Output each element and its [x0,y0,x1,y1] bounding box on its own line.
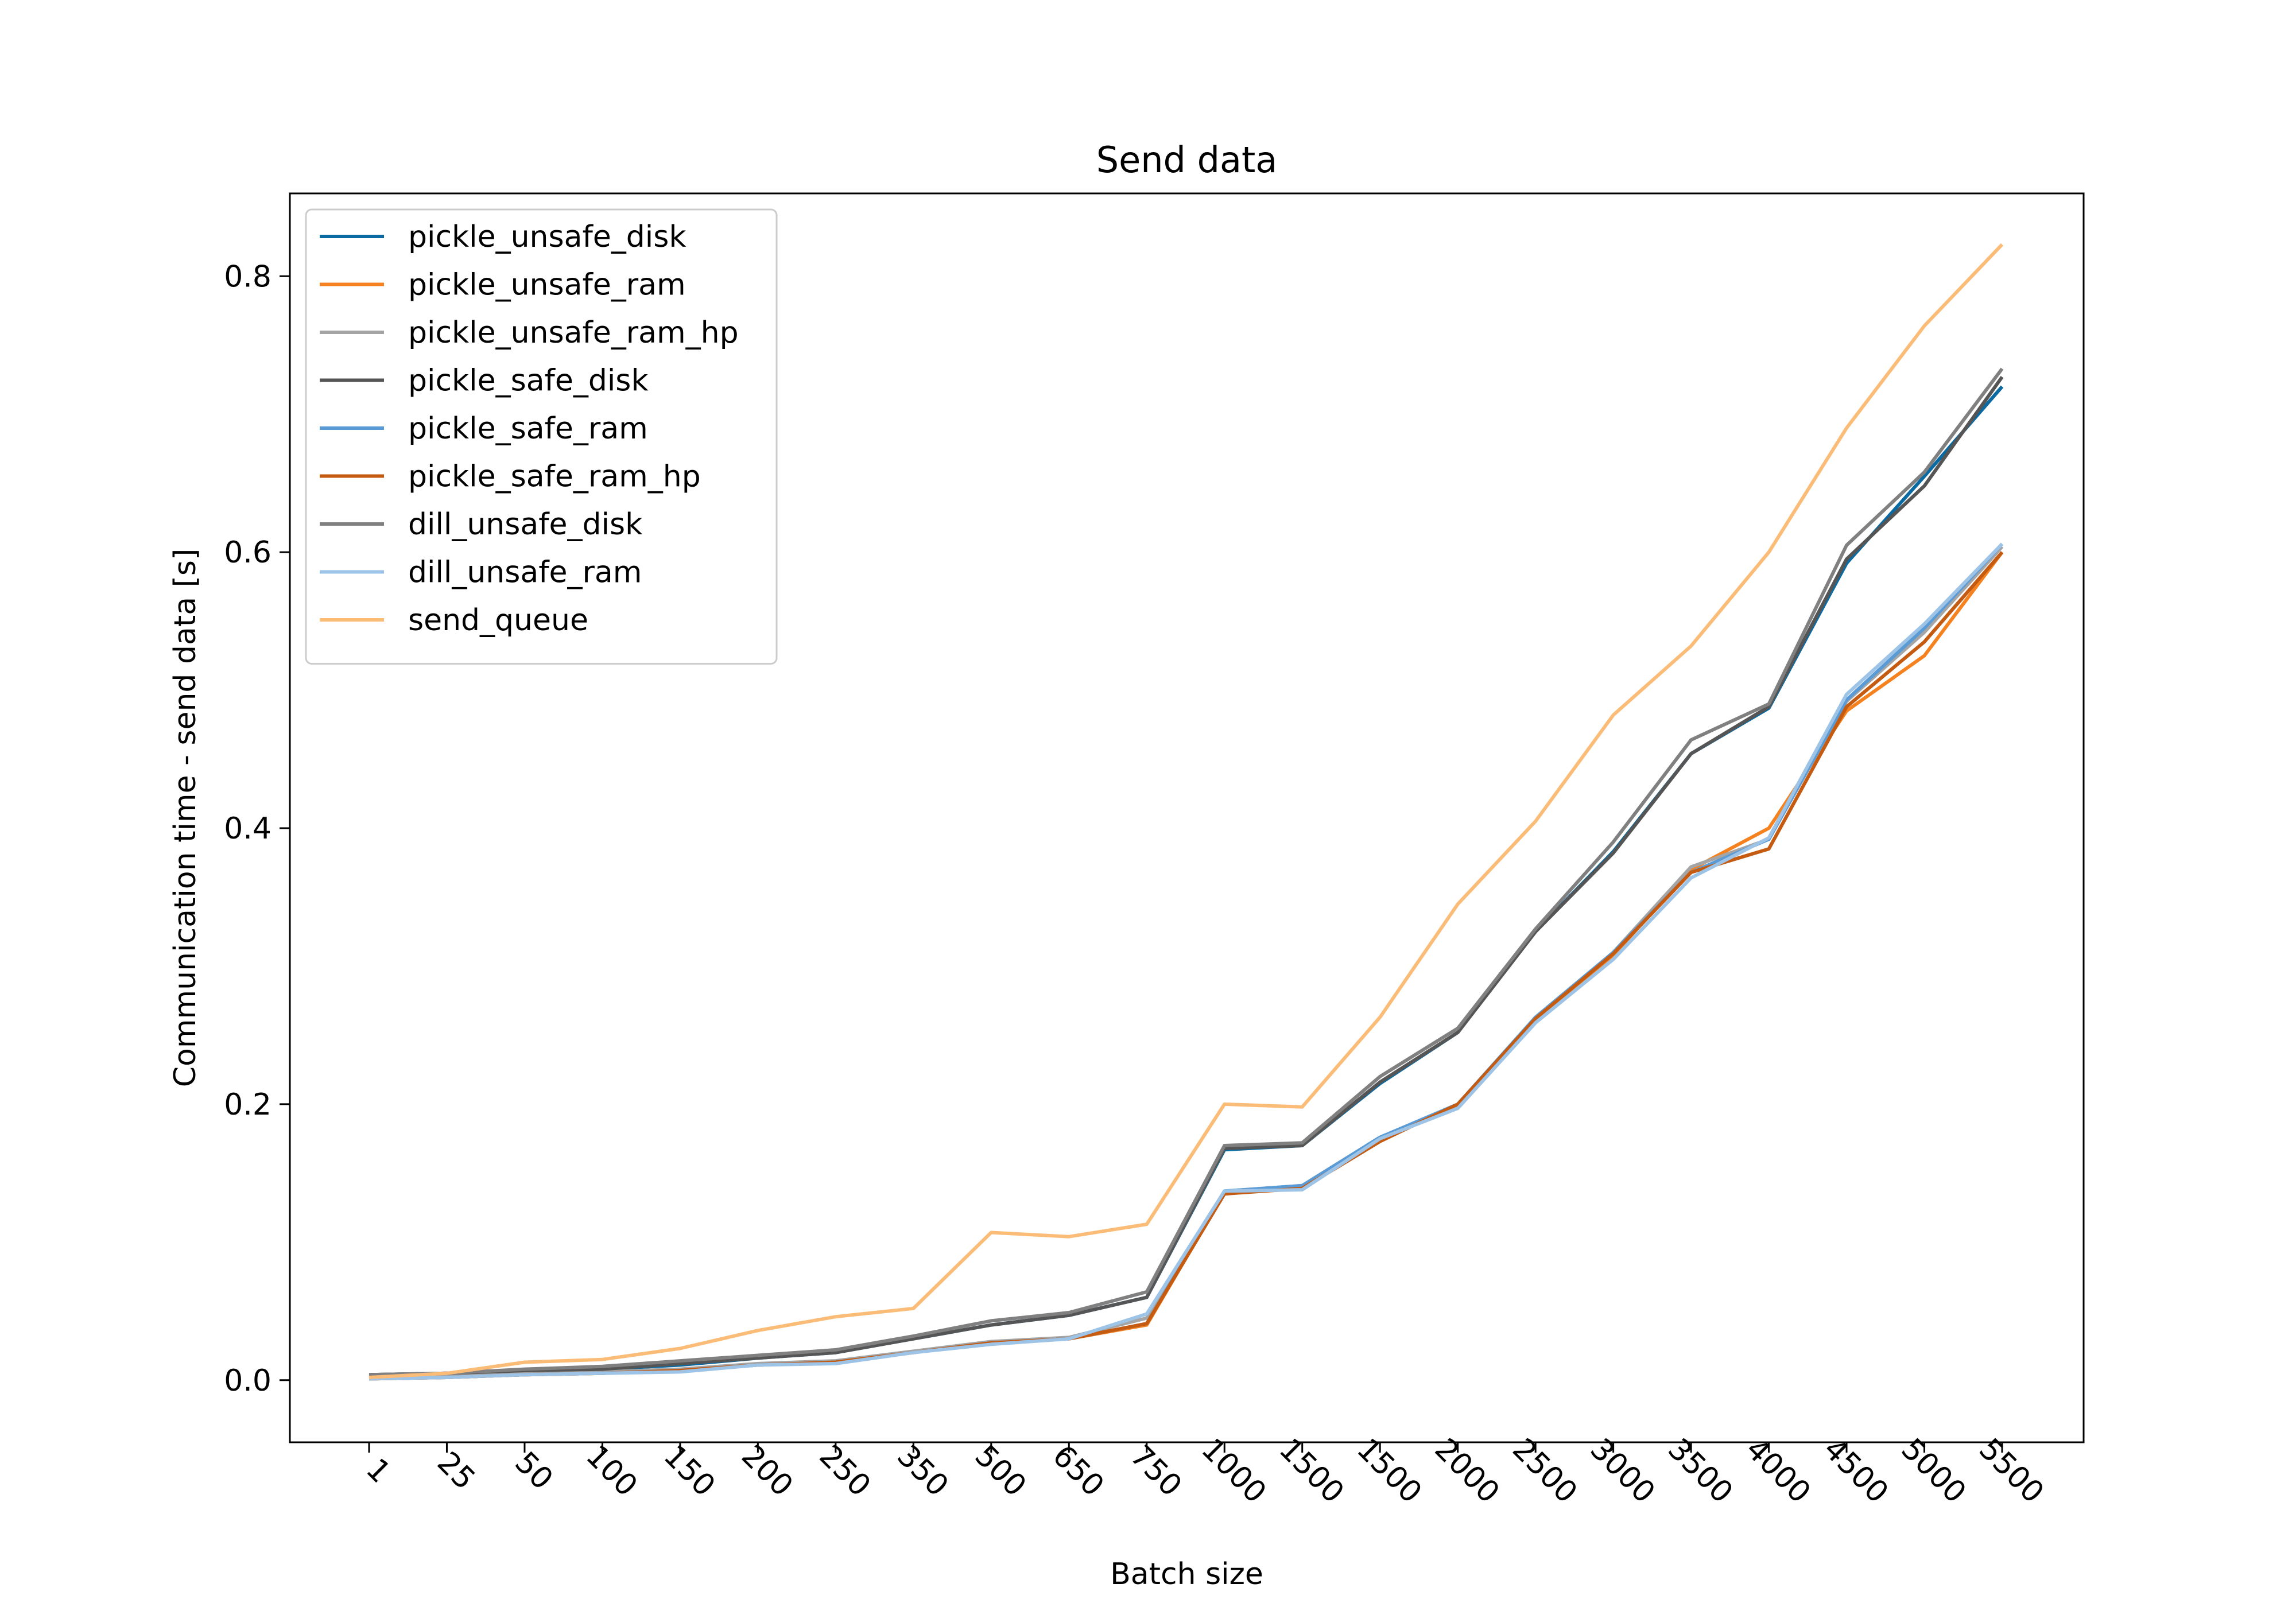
x-tick-label: 250 [813,1439,878,1504]
x-tick-label: 150 [657,1439,722,1504]
legend-entry: pickle_unsafe_disk [408,220,686,254]
legend-entry: dill_unsafe_ram [408,556,642,590]
y-axis-label: Communication time - send data [s] [168,549,203,1088]
y-tick-label: 0.2 [224,1088,272,1122]
x-tick-label: 1500 [1350,1432,1428,1510]
x-axis-label: Batch size [1110,1557,1263,1592]
x-tick-label: 500 [968,1439,1033,1504]
x-tick-label: 3000 [1584,1432,1662,1510]
chart-title: Send data [1096,139,1278,181]
legend-entry: dill_unsafe_disk [408,507,642,542]
legend-entry: send_queue [408,603,588,638]
x-tick-label: 5500 [1972,1432,2050,1510]
series-layer [369,243,2004,1381]
series-line-send_queue [369,243,2004,1379]
x-tick-label: 750 [1123,1439,1188,1504]
x-tick-label: 4500 [1817,1432,1895,1510]
x-axis: 1 25 50 100 150 200 250 350 500 650 750 1000 1500 150… [359,1432,2050,1510]
y-tick-label: 0.8 [224,259,272,294]
x-tick-label: 650 [1046,1439,1111,1504]
legend: pickle_unsafe_disk pickle_unsafe_rampickl… [305,208,778,665]
x-tick-label: 5000 [1895,1432,1973,1510]
x-tick-label: 2500 [1506,1432,1584,1510]
x-tick-label: 1500 [1273,1432,1351,1510]
x-tick-label: 350 [890,1439,955,1504]
x-tick-label: 200 [735,1439,800,1504]
legend-box [305,208,778,665]
y-axis: 0.0 0.2 0.4 0.6 0.8 [224,259,290,1398]
legend-entry: pickle_unsafe_ram [408,268,686,302]
x-tick-label: 1000 [1194,1432,1273,1510]
x-tick-label: 25 [430,1445,482,1496]
x-tick-label: 50 [508,1445,559,1496]
y-tick-label: 0.6 [224,535,272,570]
legend-entry: pickle_safe_ram_hp [408,460,701,494]
x-tick-label: 1 [359,1452,397,1490]
y-tick-label: 0.4 [224,812,272,846]
plot-frame [289,192,2085,1443]
legend-entry: pickle_safe_ram [408,412,648,446]
series-line-dill_unsafe_disk [369,367,2004,1377]
series-line-pickle_safe_disk [369,376,2004,1377]
x-tick-label: 3500 [1661,1432,1739,1510]
legend-entry: pickle_unsafe_ram_hp [408,316,739,350]
y-tick-label: 0.0 [224,1364,272,1398]
series-line-dill_unsafe_ram [369,542,2004,1381]
x-tick-label: 2000 [1428,1432,1506,1510]
x-tick-label: 4000 [1739,1432,1817,1510]
x-tick-label: 100 [579,1439,644,1504]
legend-entry: pickle_safe_disk [408,364,649,398]
